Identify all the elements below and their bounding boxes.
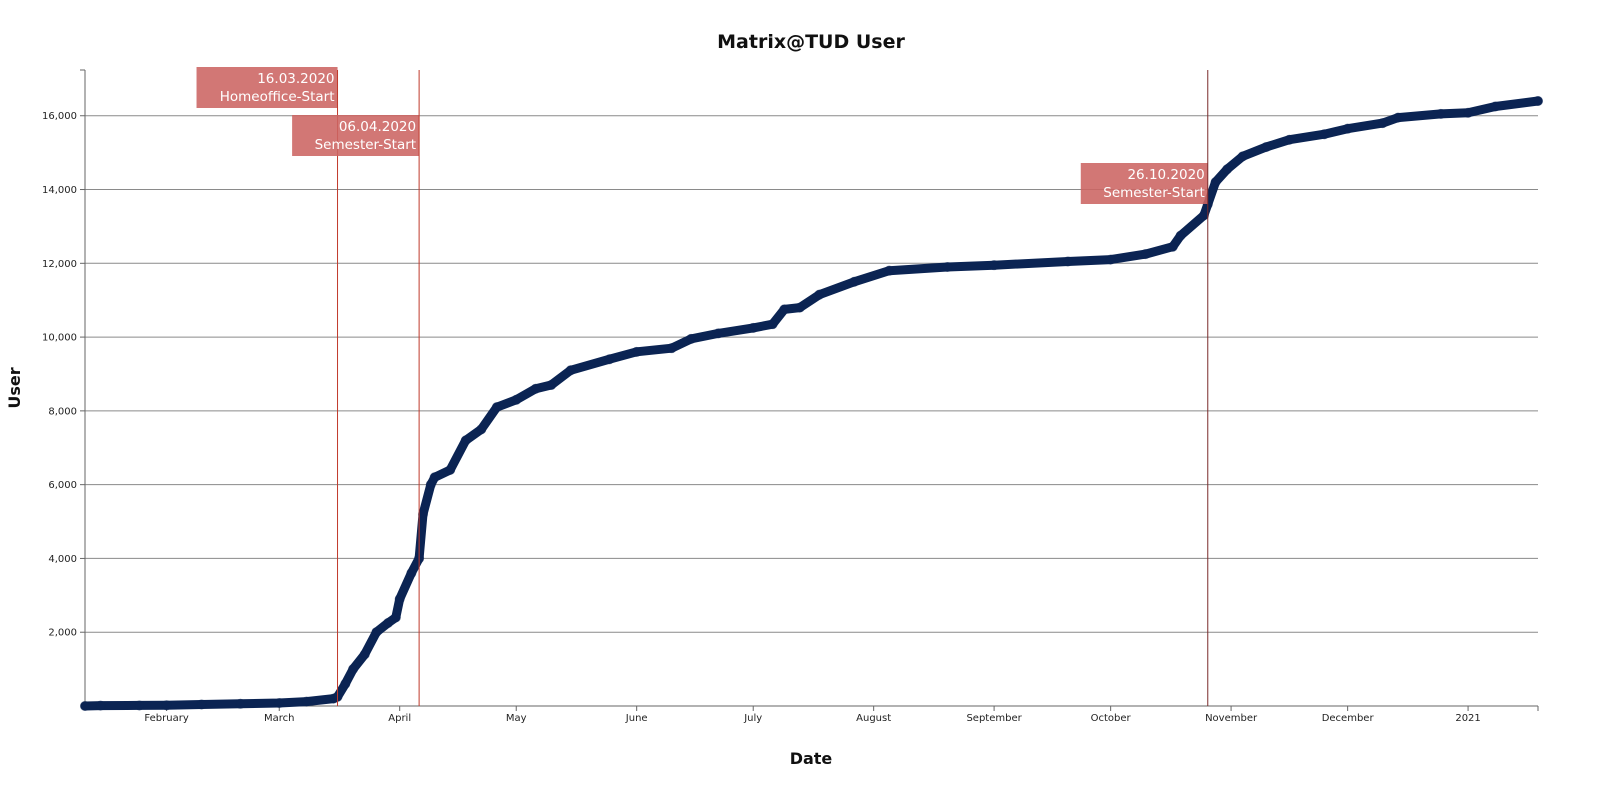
data-point (686, 333, 697, 344)
data-point (406, 568, 417, 579)
data-point (445, 464, 456, 475)
data-point (134, 700, 145, 711)
data-point (1167, 241, 1178, 252)
data-point (1393, 112, 1404, 123)
data-point (196, 699, 207, 710)
x-tick-label: April (388, 713, 411, 724)
data-point (429, 472, 440, 483)
data-point (511, 394, 522, 405)
data-point (417, 509, 428, 520)
x-tick-label: October (1091, 713, 1132, 724)
data-point (666, 343, 677, 354)
data-point (1319, 129, 1330, 140)
data-point (348, 664, 359, 675)
data-point (1198, 210, 1209, 221)
data-point (546, 380, 557, 391)
data-point (884, 265, 895, 276)
data-point (1435, 108, 1446, 119)
x-tick-label: November (1205, 713, 1258, 724)
data-point (767, 319, 778, 330)
data-point (1463, 107, 1474, 118)
annotation-date: 26.10.2020 (1127, 167, 1204, 183)
annotation-label: Semester-Start (315, 137, 417, 153)
data-point (1175, 230, 1186, 241)
data-point (1237, 151, 1248, 162)
y-tick-label: 8,000 (48, 406, 77, 417)
data-point (383, 617, 394, 628)
data-point (794, 302, 805, 313)
x-tick-label: May (506, 713, 527, 724)
x-tick-label: December (1322, 713, 1375, 724)
data-point (460, 435, 471, 446)
data-point (942, 261, 953, 272)
annotation-date: 06.04.2020 (339, 119, 416, 135)
x-tick-label: March (264, 713, 294, 724)
x-tick-label: June (625, 713, 648, 724)
annotation-box (292, 115, 420, 156)
data-point (565, 365, 576, 376)
y-tick-label: 14,000 (42, 185, 77, 196)
y-tick-label: 4,000 (48, 554, 77, 565)
data-point (849, 276, 860, 287)
annotation-box (1080, 163, 1208, 204)
data-point (1105, 254, 1116, 265)
series-line (80, 96, 1543, 711)
annotation-label: Homeoffice-Start (220, 89, 335, 105)
chart-title: Matrix@TUD User (717, 31, 905, 53)
data-point (713, 328, 724, 339)
data-point (1140, 249, 1151, 260)
y-tick-label: 2,000 (48, 628, 77, 639)
y-tick-label: 10,000 (42, 333, 77, 344)
data-point (371, 627, 382, 638)
y-tick-label: 12,000 (42, 259, 77, 270)
data-point (161, 700, 172, 711)
data-point (1490, 101, 1501, 112)
x-tick-label: September (966, 713, 1022, 724)
data-point (1284, 134, 1295, 145)
data-point (989, 260, 1000, 271)
y-tick-label: 6,000 (48, 480, 77, 491)
data-point (814, 289, 825, 300)
x-axis-label: Date (790, 749, 833, 768)
data-point (274, 698, 285, 709)
y-axis-label: User (5, 367, 24, 408)
data-point (95, 700, 106, 711)
data-point (779, 304, 790, 315)
data-point (1210, 177, 1221, 188)
data-point (80, 701, 90, 711)
y-tick-label: 16,000 (42, 111, 77, 122)
annotation-date: 16.03.2020 (257, 71, 334, 87)
x-tick-label: February (144, 713, 188, 724)
data-point (394, 594, 405, 605)
data-point (390, 612, 401, 623)
x-tick-label: 2021 (1455, 713, 1480, 724)
data-point (631, 346, 642, 357)
data-point (1377, 118, 1388, 129)
x-tick-label: August (856, 713, 891, 724)
data-point (1062, 256, 1073, 267)
data-point (301, 696, 312, 707)
data-point (748, 322, 759, 333)
annotation-label: Semester-Start (1103, 185, 1205, 201)
x-tick-label: July (743, 713, 762, 724)
data-point (476, 424, 487, 435)
data-point (235, 698, 246, 709)
data-point (1533, 95, 1543, 106)
data-point (1342, 123, 1353, 134)
data-point (1261, 142, 1272, 153)
data-point (530, 383, 541, 394)
annotation-box (196, 67, 338, 108)
data-point (491, 402, 502, 413)
data-point (340, 678, 351, 689)
data-point (359, 649, 370, 660)
data-point (1222, 164, 1233, 175)
data-point (604, 354, 615, 365)
